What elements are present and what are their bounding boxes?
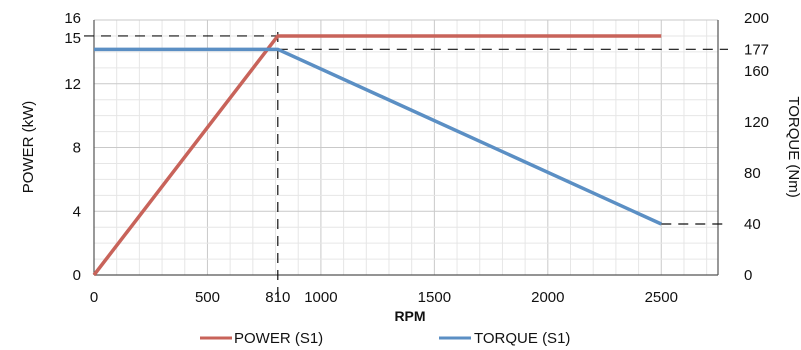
y-left-tick-label: 15 bbox=[64, 30, 81, 47]
y-axis-left-title: POWER (kW) bbox=[20, 101, 37, 193]
axes bbox=[93, 20, 719, 276]
x-tick-label: 0 bbox=[90, 289, 98, 306]
x-tick-label: 1000 bbox=[304, 289, 337, 306]
reference-lines bbox=[84, 32, 728, 297]
x-tick-label: 500 bbox=[195, 289, 220, 306]
y-left-tick-label: 16 bbox=[64, 10, 81, 27]
y-right-tick-label: 40 bbox=[744, 216, 761, 233]
legend-label-power: POWER (S1) bbox=[234, 330, 323, 347]
y-right-tick-label: 200 bbox=[744, 10, 769, 27]
legend: POWER (S1) TORQUE (S1) bbox=[200, 330, 570, 347]
series bbox=[92, 34, 662, 277]
x-tick-label: 1500 bbox=[418, 289, 451, 306]
y-left-tick-label: 0 bbox=[73, 267, 81, 284]
grid bbox=[94, 19, 718, 275]
y-right-tick-label: 80 bbox=[744, 165, 761, 182]
y-left-tick-label: 4 bbox=[73, 203, 81, 220]
y-right-tick-label: 0 bbox=[744, 267, 752, 284]
x-tick-label: 2500 bbox=[645, 289, 678, 306]
y-right-tick-label: 120 bbox=[744, 114, 769, 131]
x-tick-label: 810 bbox=[265, 289, 290, 306]
y-axis-right-title: TORQUE (Nm) bbox=[785, 96, 801, 197]
x-axis-title: RPM bbox=[394, 308, 425, 324]
legend-label-torque: TORQUE (S1) bbox=[474, 330, 570, 347]
torque-series-line bbox=[94, 47, 662, 226]
y-left-tick-label: 12 bbox=[64, 76, 81, 93]
y-left-tick-label: 8 bbox=[73, 140, 81, 157]
power-series-line bbox=[92, 34, 662, 277]
y-right-tick-label: 160 bbox=[744, 63, 769, 80]
x-tick-label: 2000 bbox=[531, 289, 564, 306]
tick-labels: 0 500 810 1000 1500 2000 250004812151604080120… bbox=[64, 10, 769, 306]
y-right-tick-label: 177 bbox=[744, 41, 769, 58]
